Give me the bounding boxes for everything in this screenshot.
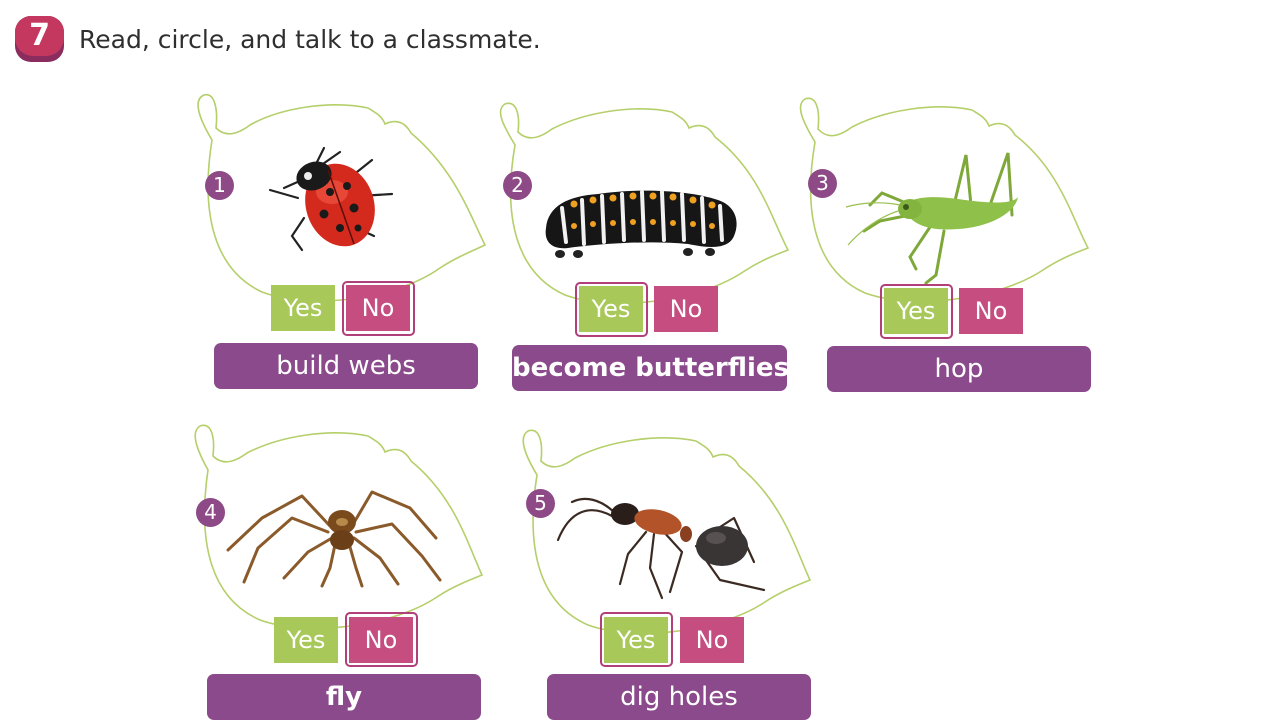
item-1-yes-option[interactable]: Yes xyxy=(271,285,335,331)
item-2-answer-circle xyxy=(575,282,648,337)
item-1-answer-circle xyxy=(342,281,415,336)
item-5-label: dig holes xyxy=(547,674,811,720)
item-1-label: build webs xyxy=(214,343,478,389)
exercise-number: 7 xyxy=(15,16,64,56)
ant-image xyxy=(556,497,766,600)
grasshopper-image xyxy=(845,152,1018,285)
item-3-yes-option[interactable]: Yes xyxy=(884,288,948,334)
ladybug-image xyxy=(268,146,394,252)
item-5-no-option[interactable]: No xyxy=(680,617,744,663)
item-5-answer-circle xyxy=(600,612,673,667)
item-3-no-option[interactable]: No xyxy=(959,288,1023,334)
item-3-label: hop xyxy=(827,346,1091,392)
spider-image xyxy=(226,490,442,588)
exercise-number-badge: 7 xyxy=(15,16,64,62)
item-2-number: 2 xyxy=(503,171,532,200)
item-4-label: fly xyxy=(207,674,481,720)
item-1-no-option[interactable]: No xyxy=(346,285,410,331)
item-2-no-option[interactable]: No xyxy=(654,286,718,332)
item-5-yes-option[interactable]: Yes xyxy=(604,617,668,663)
item-4-number: 4 xyxy=(196,498,225,527)
item-2-label: become butterflies xyxy=(512,345,789,391)
item-4-answer-circle xyxy=(345,612,418,667)
item-5-number: 5 xyxy=(526,489,555,518)
item-3-number: 3 xyxy=(808,169,837,198)
item-4-no-option[interactable]: No xyxy=(349,617,413,663)
item-3-answer-circle xyxy=(880,284,953,339)
exercise-instruction: Read, circle, and talk to a classmate. xyxy=(79,25,541,54)
item-1-number: 1 xyxy=(205,171,234,200)
item-2-yes-option[interactable]: Yes xyxy=(579,286,643,332)
item-4-yes-option[interactable]: Yes xyxy=(274,617,338,663)
caterpillar-image xyxy=(545,190,737,258)
